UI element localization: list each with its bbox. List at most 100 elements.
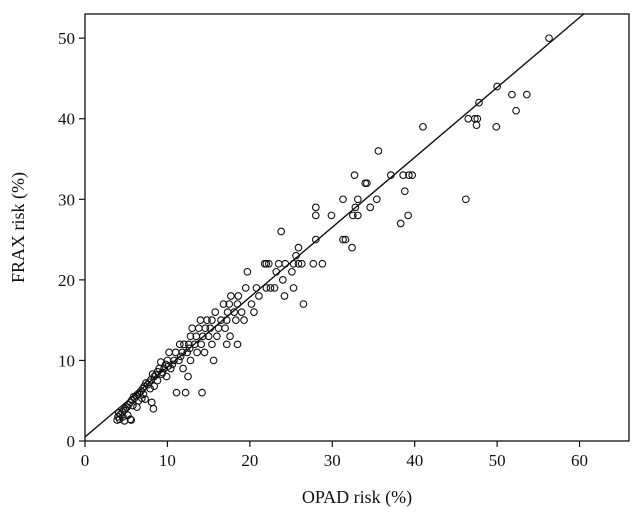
data-point xyxy=(179,364,187,373)
data-point xyxy=(141,395,150,403)
data-point xyxy=(512,106,520,115)
x-tick-label: 20 xyxy=(241,451,258,470)
data-point xyxy=(203,316,211,325)
data-point xyxy=(288,267,296,276)
data-point xyxy=(396,219,405,228)
data-point xyxy=(226,332,234,341)
y-tick-label: 20 xyxy=(58,271,75,290)
data-point xyxy=(339,195,347,204)
data-point xyxy=(280,292,289,300)
data-point xyxy=(186,356,195,365)
data-point xyxy=(172,388,181,397)
data-point xyxy=(214,324,223,333)
data-point xyxy=(404,211,412,220)
data-point xyxy=(176,352,185,361)
data-point xyxy=(545,34,553,43)
data-point xyxy=(311,203,320,212)
data-point xyxy=(240,316,248,325)
data-point xyxy=(170,356,178,365)
data-point xyxy=(348,243,356,252)
data-point xyxy=(157,370,166,378)
x-axis-title: OPAD risk (%) xyxy=(302,487,412,508)
data-point xyxy=(297,259,306,268)
data-point xyxy=(272,267,281,276)
data-point xyxy=(419,122,427,131)
data-point xyxy=(277,227,286,236)
data-point xyxy=(309,259,318,268)
data-point xyxy=(192,332,201,341)
data-point xyxy=(311,235,320,244)
data-point xyxy=(208,340,216,349)
data-point xyxy=(522,90,531,99)
data-point xyxy=(185,344,194,353)
data-point xyxy=(270,284,279,292)
data-point xyxy=(374,147,383,155)
y-tick-label: 30 xyxy=(58,190,75,209)
data-point xyxy=(138,394,146,403)
data-point xyxy=(201,324,210,333)
data-point xyxy=(266,284,275,292)
data-point xyxy=(262,284,271,292)
data-point xyxy=(222,316,231,325)
axes: 0 10 20 30 40 50 60 0 10 20 30 40 50 xyxy=(58,13,630,470)
data-point xyxy=(222,340,231,349)
data-points xyxy=(113,34,553,425)
data-point xyxy=(361,179,370,188)
data-point xyxy=(150,382,159,391)
data-point xyxy=(508,90,516,99)
data-point xyxy=(252,284,261,292)
data-point xyxy=(473,114,482,123)
data-point xyxy=(148,370,157,378)
data-point xyxy=(327,211,336,220)
plot-frame xyxy=(84,13,630,442)
y-tick-label: 50 xyxy=(58,29,75,48)
data-point xyxy=(204,332,213,341)
y-tick-label: 10 xyxy=(58,351,75,370)
x-tick-label: 0 xyxy=(81,451,90,470)
data-point xyxy=(366,203,375,212)
data-point xyxy=(294,259,303,268)
data-point xyxy=(200,348,209,357)
data-point xyxy=(183,348,192,357)
data-point xyxy=(181,388,190,397)
data-point xyxy=(165,348,173,357)
data-point xyxy=(194,324,203,333)
x-tick-label: 10 xyxy=(159,451,176,470)
data-point xyxy=(233,300,242,308)
data-point xyxy=(185,340,193,349)
data-point xyxy=(196,316,205,325)
data-point xyxy=(472,121,481,130)
data-point xyxy=(184,372,192,381)
data-point xyxy=(209,356,218,365)
data-point xyxy=(353,195,362,204)
data-point xyxy=(234,292,243,300)
data-point xyxy=(211,308,220,316)
data-point xyxy=(188,324,197,333)
data-point xyxy=(213,332,221,341)
data-point xyxy=(193,348,201,357)
data-point xyxy=(400,187,409,196)
data-point xyxy=(217,316,225,325)
data-point xyxy=(152,371,160,379)
data-point xyxy=(351,203,360,212)
data-point xyxy=(274,259,283,268)
data-point xyxy=(241,284,250,292)
data-point xyxy=(386,171,395,179)
x-tick-label: 60 xyxy=(571,451,588,470)
data-point xyxy=(147,398,156,407)
data-point xyxy=(219,300,228,308)
data-point xyxy=(197,340,206,349)
data-point xyxy=(116,410,125,419)
data-point xyxy=(233,340,242,349)
data-point xyxy=(206,324,215,333)
data-point xyxy=(237,308,246,316)
data-point xyxy=(225,300,234,308)
data-point xyxy=(243,267,252,276)
data-point xyxy=(227,292,235,300)
data-point xyxy=(127,416,136,424)
data-point xyxy=(493,82,501,91)
x-tick-label: 50 xyxy=(489,451,506,470)
data-point xyxy=(461,195,470,204)
data-point xyxy=(278,276,287,284)
data-point xyxy=(292,251,300,260)
